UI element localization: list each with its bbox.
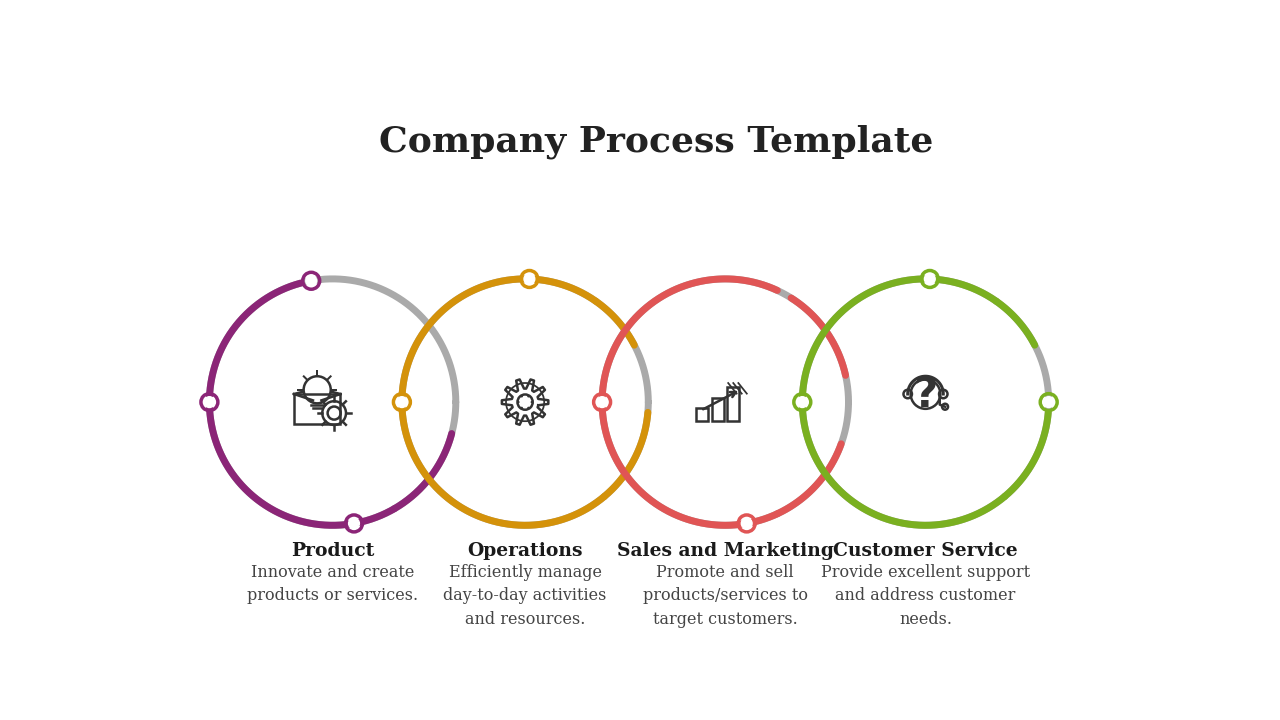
Text: Efficiently manage
day-to-day activities
and resources.: Efficiently manage day-to-day activities…	[443, 564, 607, 628]
Text: Company Process Template: Company Process Template	[379, 125, 933, 159]
Circle shape	[521, 395, 524, 397]
Circle shape	[521, 407, 524, 409]
Circle shape	[517, 401, 520, 403]
Circle shape	[596, 397, 608, 408]
Text: Provide excellent support
and address customer
needs.: Provide excellent support and address cu…	[820, 564, 1030, 628]
Text: Operations: Operations	[467, 542, 582, 560]
Circle shape	[306, 275, 316, 286]
Bar	[696, 408, 708, 421]
Circle shape	[527, 395, 530, 397]
Text: Customer Service: Customer Service	[833, 542, 1018, 560]
Text: Promote and sell
products/services to
target customers.: Promote and sell products/services to ta…	[643, 564, 808, 628]
Circle shape	[397, 397, 407, 408]
Text: Product: Product	[291, 542, 374, 560]
Circle shape	[531, 401, 534, 403]
Circle shape	[924, 274, 936, 284]
Circle shape	[1043, 397, 1055, 408]
Text: Sales and Marketing: Sales and Marketing	[617, 542, 833, 560]
Bar	[712, 398, 723, 421]
Bar	[727, 387, 739, 421]
Circle shape	[204, 397, 215, 408]
Text: ?: ?	[914, 374, 938, 416]
Circle shape	[527, 407, 530, 409]
Circle shape	[741, 518, 753, 528]
Circle shape	[524, 274, 535, 284]
Circle shape	[923, 402, 928, 407]
Text: Innovate and create
products or services.: Innovate and create products or services…	[247, 564, 419, 604]
Circle shape	[348, 518, 360, 528]
Circle shape	[797, 397, 808, 408]
